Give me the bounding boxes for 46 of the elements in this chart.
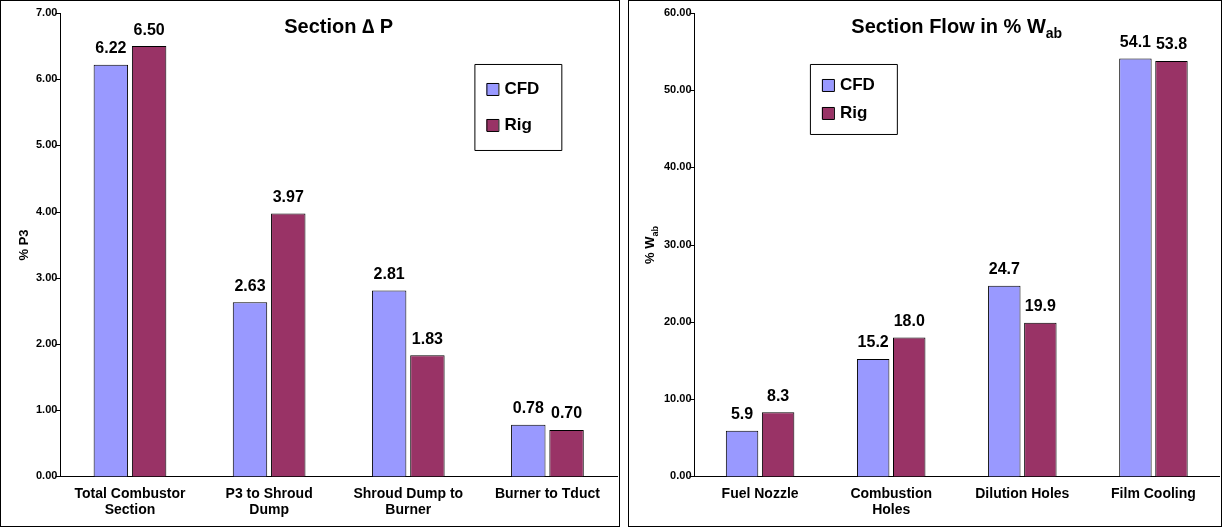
x-tick-label: P3 to Shroud Dump — [225, 484, 313, 518]
data-label: 19.9 — [1024, 297, 1057, 315]
y-tick-label: 50.00 — [664, 83, 692, 96]
legend-label: Rig — [504, 114, 532, 134]
data-label: 0.70 — [550, 404, 583, 422]
data-label: 5.9 — [730, 405, 754, 423]
y-tick-label: 10.00 — [664, 392, 692, 405]
y-axis-title: % P3 — [15, 229, 31, 261]
data-label: 15.2 — [857, 333, 889, 351]
data-label: 2.63 — [234, 276, 266, 294]
chart-title: Section Flow in % W$_{ab}$ — [851, 15, 1063, 41]
y-tick-label: 5.00 — [35, 138, 58, 151]
data-label: 0.78 — [512, 399, 544, 417]
y-tick-label: 4.00 — [35, 204, 58, 217]
data-label: 3.97 — [272, 187, 304, 205]
data-label: 53.8 — [1155, 35, 1188, 53]
x-tick-label: Film Cooling — [1111, 484, 1196, 501]
legend-label: Rig — [839, 102, 868, 122]
y-tick-label: 40.00 — [664, 160, 692, 173]
y-tick-label: 7.00 — [35, 6, 58, 19]
data-label: 2.81 — [373, 264, 405, 282]
data-label: 8.3 — [766, 386, 790, 404]
legend-label: CFD — [839, 74, 875, 94]
y-tick-label: 2.00 — [35, 337, 58, 350]
data-label: 24.7 — [988, 260, 1020, 278]
data-label: 54.1 — [1119, 32, 1152, 50]
data-label: 18.0 — [893, 311, 925, 329]
y-tick-label: 1.00 — [35, 403, 58, 416]
y-tick-label: 60.00 — [664, 6, 692, 19]
data-label: 6.50 — [133, 20, 165, 38]
data-label: 1.83 — [411, 329, 444, 347]
x-tick-label: Burner to Tduct — [494, 484, 601, 501]
y-tick-label: 30.00 — [664, 237, 692, 250]
y-tick-label: 6.00 — [35, 72, 58, 85]
chart-title: Section ∆ P — [284, 15, 394, 38]
x-tick-label: Dilution Holes — [975, 484, 1070, 501]
y-tick-label: 0.00 — [670, 469, 692, 482]
y-tick-label: 0.00 — [35, 469, 58, 482]
x-tick-label: Combustion Holes — [850, 484, 933, 518]
x-tick-label: Shroud Dump to Burner — [353, 484, 464, 518]
x-tick-label: Total Combustor Section — [74, 484, 186, 518]
data-label: 6.22 — [95, 39, 127, 57]
y-tick-label: 3.00 — [35, 270, 58, 283]
legend-label: CFD — [504, 78, 540, 98]
x-tick-label: Fuel Nozzle — [721, 484, 799, 501]
y-tick-label: 20.00 — [664, 314, 692, 327]
